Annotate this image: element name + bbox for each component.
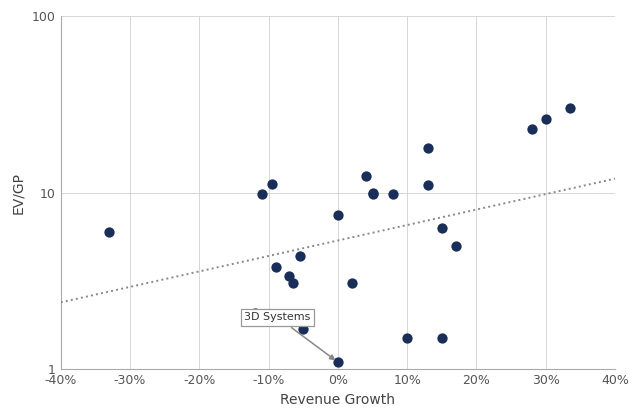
Point xyxy=(333,359,343,365)
X-axis label: Revenue Growth: Revenue Growth xyxy=(280,393,396,407)
Point xyxy=(267,181,277,187)
Point xyxy=(423,144,433,151)
Point xyxy=(436,225,447,232)
Point xyxy=(257,191,267,198)
Point xyxy=(250,309,260,316)
Point xyxy=(347,279,357,286)
Point xyxy=(527,125,537,132)
Y-axis label: EV/GP: EV/GP xyxy=(11,172,25,214)
Point xyxy=(402,335,412,342)
Point xyxy=(388,191,399,198)
Point xyxy=(284,272,294,279)
Point xyxy=(294,252,305,259)
Point xyxy=(541,116,551,123)
Point xyxy=(451,242,461,249)
Point xyxy=(333,212,343,218)
Point xyxy=(367,189,378,196)
Point xyxy=(423,182,433,189)
Point xyxy=(360,172,371,179)
Point xyxy=(298,325,308,332)
Point xyxy=(565,105,575,112)
Text: 3D Systems: 3D Systems xyxy=(244,312,334,359)
Point xyxy=(367,191,378,198)
Point xyxy=(436,335,447,342)
Point xyxy=(271,264,281,270)
Point xyxy=(288,279,298,286)
Point xyxy=(104,229,115,235)
